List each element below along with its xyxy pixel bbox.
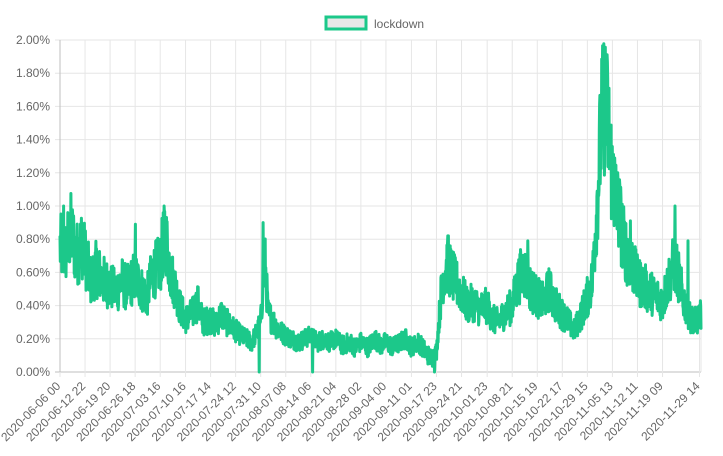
y-tick-label: 1.60% [16, 99, 50, 113]
y-tick-label: 1.40% [16, 133, 50, 147]
legend-label: lockdown [374, 17, 424, 31]
series-layer [58, 42, 703, 374]
y-tick-label: 2.00% [16, 33, 50, 47]
y-tick-label: 1.80% [16, 66, 50, 80]
y-tick-label: 0.60% [16, 265, 50, 279]
y-tick-label: 1.20% [16, 166, 50, 180]
y-tick-label: 0.00% [16, 365, 50, 379]
series-line-lockdown [58, 42, 703, 374]
y-tick-label: 1.00% [16, 199, 50, 213]
y-tick-label: 0.80% [16, 232, 50, 246]
legend[interactable]: lockdown [324, 15, 424, 31]
y-tick-label: 0.20% [16, 332, 50, 346]
legend-swatch [324, 15, 368, 31]
y-axis: 0.00% 0.20% 0.40% 0.60% 0.80% 1.00% 1.20% 1.40%… [16, 33, 50, 379]
y-tick-label: 0.40% [16, 299, 50, 313]
